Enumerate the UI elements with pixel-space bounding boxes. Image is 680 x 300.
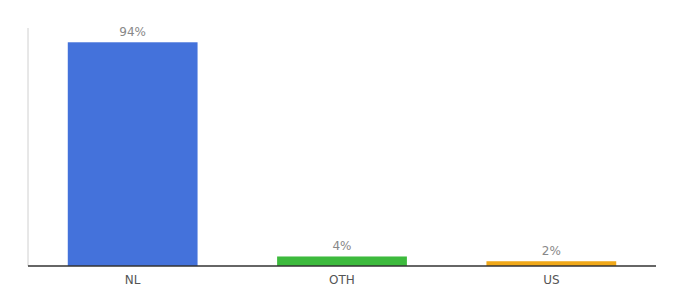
bars [68,42,616,266]
data-label: 4% [332,239,351,253]
chart-container: NL OTH US 94% 4% 2% [0,0,680,300]
data-label: 94% [119,25,146,39]
plot-area: NL OTH US 94% 4% 2% [28,25,656,287]
x-tick-label: NL [125,273,141,287]
chart-svg: NL OTH US 94% 4% 2% [0,0,680,300]
data-label: 2% [542,244,561,258]
y-axis-line [28,28,29,266]
bar [68,42,198,266]
x-tick-label: OTH [329,273,355,287]
x-axis-line [28,265,656,267]
bar [277,256,407,266]
x-tick-label: US [543,273,559,287]
